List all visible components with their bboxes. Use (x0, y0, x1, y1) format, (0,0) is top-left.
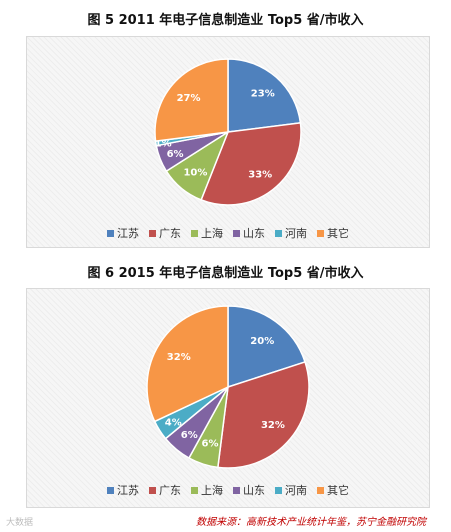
legend-item-0-3: 山东 (233, 225, 265, 241)
legend-item-1-1: 广东 (149, 482, 181, 498)
legend-label: 江苏 (117, 227, 139, 240)
legend-label: 广东 (159, 227, 181, 240)
legend-swatch (233, 486, 240, 494)
legend-label: 山东 (243, 227, 265, 240)
pie-slice-1-0 (227, 305, 306, 389)
legend-swatch (107, 486, 114, 494)
legend-label: 河南 (285, 484, 307, 497)
pie-slice-1-1 (217, 361, 310, 469)
pie-label-0-2: 10% (183, 167, 207, 178)
legend-swatch (233, 229, 240, 237)
legend-2011: 江苏 广东 上海 山东 河南 其它 (27, 225, 429, 241)
legend-2015: 江苏 广东 上海 山东 河南 其它 (27, 482, 429, 498)
data-source-note: 数据来源：高新技术产业统计年鉴，苏宁金融研究院 (196, 517, 426, 528)
pie-label-1-0: 20% (250, 336, 274, 347)
legend-swatch (317, 229, 324, 237)
chart-panel-2011: 23% 33% 10% 6% 1% 27% 江苏 广东 上海 山东 河南 其它 (26, 36, 430, 248)
legend-swatch (317, 486, 324, 494)
legend-item-1-4: 河南 (275, 482, 307, 498)
legend-label: 江苏 (117, 484, 139, 497)
pie-slice-0-5 (154, 58, 229, 142)
legend-label: 其它 (327, 484, 349, 497)
watermark: 大数据 (6, 518, 34, 528)
legend-item-0-4: 河南 (275, 225, 307, 241)
legend-swatch (191, 229, 198, 237)
legend-label: 其它 (327, 227, 349, 240)
legend-swatch (107, 229, 114, 237)
legend-item-0-2: 上海 (191, 225, 223, 241)
chart-title-2011: 图 5 2011 年电子信息制造业 Top5 省/市收入 (87, 13, 364, 28)
pie-label-1-4: 4% (165, 418, 182, 429)
chart-panel-2015: 20% 32% 6% 6% 4% 32% 江苏 广东 上海 山东 河南 其它 (26, 288, 430, 508)
pie-slice-0-0 (227, 58, 302, 133)
legend-swatch (275, 229, 282, 237)
pie-slice-0-1 (200, 122, 302, 206)
chart-title-2015: 图 6 2015 年电子信息制造业 Top5 省/市收入 (87, 266, 364, 281)
legend-item-0-1: 广东 (149, 225, 181, 241)
legend-label: 山东 (243, 484, 265, 497)
legend-item-0-5: 其它 (317, 225, 349, 241)
legend-label: 广东 (159, 484, 181, 497)
legend-label: 河南 (285, 227, 307, 240)
pie-label-0-4: 1% (155, 138, 172, 149)
pie-label-0-0: 23% (251, 89, 275, 100)
pie-label-0-3: 6% (167, 149, 184, 160)
pie-label-1-1: 32% (261, 420, 285, 431)
legend-swatch (149, 486, 156, 494)
pie-label-0-1: 33% (248, 170, 272, 181)
legend-item-1-5: 其它 (317, 482, 349, 498)
legend-swatch (191, 486, 198, 494)
pie-chart-2015: 20%32%6%6%4%32% (146, 305, 310, 469)
pie-label-1-5: 32% (167, 352, 191, 363)
legend-item-1-3: 山东 (233, 482, 265, 498)
pie-label-0-5: 27% (177, 93, 201, 104)
legend-label: 上海 (201, 484, 223, 497)
pie-chart-2011: 23% 33% 10% 6%1% 27% (154, 58, 302, 206)
pie-label-1-2: 6% (201, 438, 218, 449)
pie-slice-1-5 (146, 305, 229, 423)
pie-label-1-3: 6% (181, 430, 198, 441)
legend-swatch (149, 229, 156, 237)
legend-item-1-0: 江苏 (107, 482, 139, 498)
legend-label: 上海 (201, 227, 223, 240)
legend-item-1-2: 上海 (191, 482, 223, 498)
legend-item-0-0: 江苏 (107, 225, 139, 241)
legend-swatch (275, 486, 282, 494)
